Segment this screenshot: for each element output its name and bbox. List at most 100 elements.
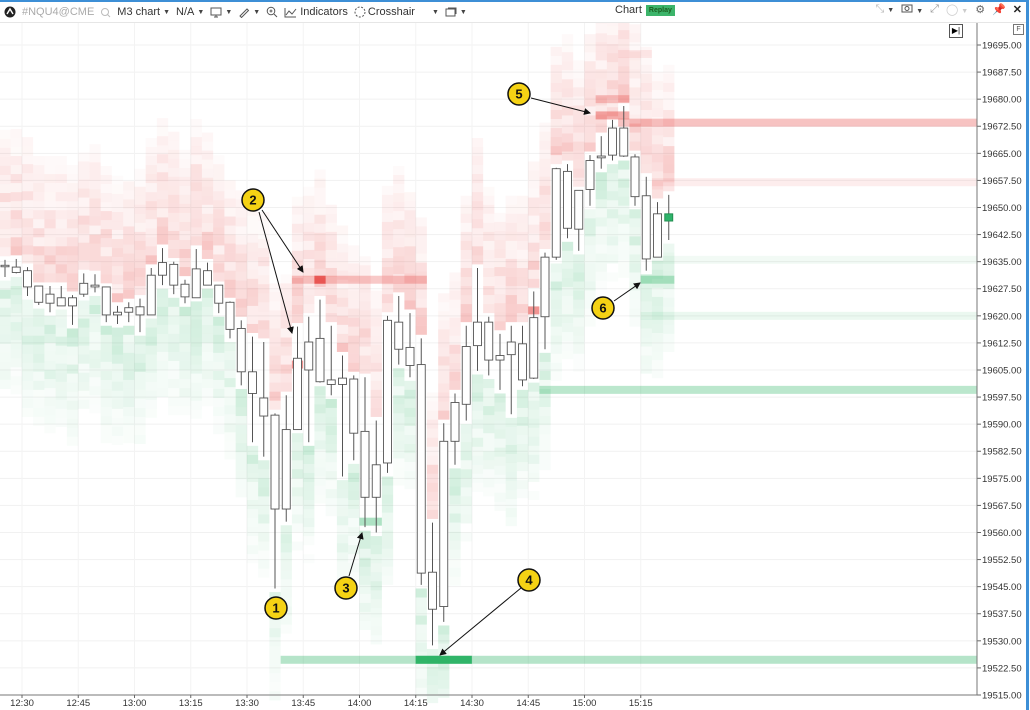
ask-heat-cell [134,222,146,232]
ask-heat-cell [438,392,450,402]
candle-body [563,170,572,229]
ask-heat-cell [573,60,584,69]
ask-heat-cell [246,260,259,270]
ask-heat-cell [449,272,461,282]
search-icon[interactable] [100,7,111,18]
monitor-dropdown[interactable]: ▼ [210,7,232,18]
ask-heat-cell [516,267,529,278]
ask-heat-cell [359,337,371,347]
ask-heat-cell [652,72,663,81]
candle-body [180,283,190,298]
price-axis[interactable]: 19695.0019687.5019680.0019672.5019665.00… [976,23,1022,701]
pin-icon[interactable]: 📌 [992,4,1006,16]
ask-heat-cell [539,176,551,186]
bid-heat-cell [415,624,427,634]
ask-heat-cell [539,239,551,250]
bid-heat-cell [134,426,145,435]
bid-heat-cell [201,360,214,370]
ask-heat-cell [190,146,202,156]
bid-heat-cell [348,463,360,473]
more-dropdown[interactable]: ▼ [429,9,439,16]
replay-badge[interactable]: Replay [645,4,675,16]
bid-heat-cell [404,389,416,399]
ask-heat-cell [291,232,304,242]
ask-heat-cell [213,191,225,201]
bid-heat-cell [561,304,574,315]
ask-heat-cell [483,240,495,250]
logo-icon[interactable] [4,6,16,18]
ask-heat-cell [348,245,360,255]
indicators-button[interactable]: Indicators [284,6,348,18]
bid-heat-cell [168,324,180,334]
ask-heat-cell [66,282,79,292]
bid-heat-cell [66,355,79,365]
ask-heat-cell [393,174,405,185]
ask-heat-cell [145,156,157,166]
ask-heat-cell [0,165,11,175]
bid-heat-cell [100,361,112,371]
candle-body [405,346,415,366]
bid-heat-cell [595,199,607,209]
crosshair-button[interactable]: Crosshair [354,6,415,18]
bid-heat-cell [325,453,337,463]
ask-heat-cell [201,240,214,250]
collapse-icon[interactable]: ⤡ ▼ [875,3,895,15]
window-dropdown[interactable]: ▼ [445,7,467,18]
time-axis[interactable]: 12:30 12:45 13:00 13:15 13:30 13:45 14:00 14:15… [0,694,977,709]
ask-heat-cell [595,69,607,79]
bid-heat-cell [606,227,619,237]
chart-type-dropdown[interactable]: M3 chart ▼ [117,6,170,18]
bid-heat-cell [528,382,540,392]
ask-heat-cell [640,146,652,156]
bid-heat-cell [359,593,371,603]
bid-heat-cell [213,398,224,407]
symbol-field[interactable]: #NQU4@CME [22,6,95,18]
bid-heat-cell [606,209,619,219]
template-dropdown[interactable]: N/A ▼ [176,6,204,18]
drawing-dropdown[interactable]: ▼ [238,6,260,18]
candle-body [158,262,167,276]
bid-heat-cell [460,460,472,470]
gear-icon[interactable]: ⚙ [975,4,986,16]
bid-heat-cell [11,385,22,394]
candle-body [135,306,145,316]
ask-heat-cell [235,298,247,308]
ask-heat-cell [528,224,540,234]
y-tick-label: 19515.00 [982,690,1022,701]
circle-icon[interactable]: ◯ ▼ [945,4,969,16]
expand-icon[interactable]: ⤢ [930,3,939,15]
ask-heat-cell [426,437,439,447]
ask-heat-cell [629,42,640,51]
bid-heat-cell [10,340,22,350]
bid-heat-cell [10,322,22,332]
ask-heat-cell [573,69,584,78]
bid-heat-cell [516,453,529,463]
ask-heat-cell [33,255,45,265]
ask-heat-cell [246,251,259,261]
bid-heat-cell [0,343,11,353]
bid-heat-cell [573,335,585,345]
f-button[interactable]: F [1013,24,1024,35]
bid-heat-cell [663,270,675,280]
candle-body [315,337,325,383]
close-icon[interactable]: ✕ [1012,4,1022,16]
ask-heat-cell [584,97,596,107]
bid-level [640,275,675,284]
bid-heat-cell [539,416,551,426]
bid-heat-cell [235,407,247,417]
bid-level [359,517,382,526]
zoom-icon[interactable] [266,6,278,18]
ask-heat-cell [190,137,202,147]
bid-heat-cell [595,226,607,236]
bid-heat-cell [10,331,22,341]
chart-area[interactable]: 19695.0019687.5019680.0019672.5019665.00… [0,23,1026,710]
bid-heat-cell [291,487,304,497]
camera-icon[interactable]: ▼ [901,3,923,16]
ask-heat-cell [550,100,562,110]
ask-heat-cell [438,383,450,393]
ask-heat-cell [494,285,506,295]
goto-end-button[interactable]: ▶| [949,24,963,38]
ask-heat-cell [426,491,439,501]
ask-heat-cell [258,230,269,239]
